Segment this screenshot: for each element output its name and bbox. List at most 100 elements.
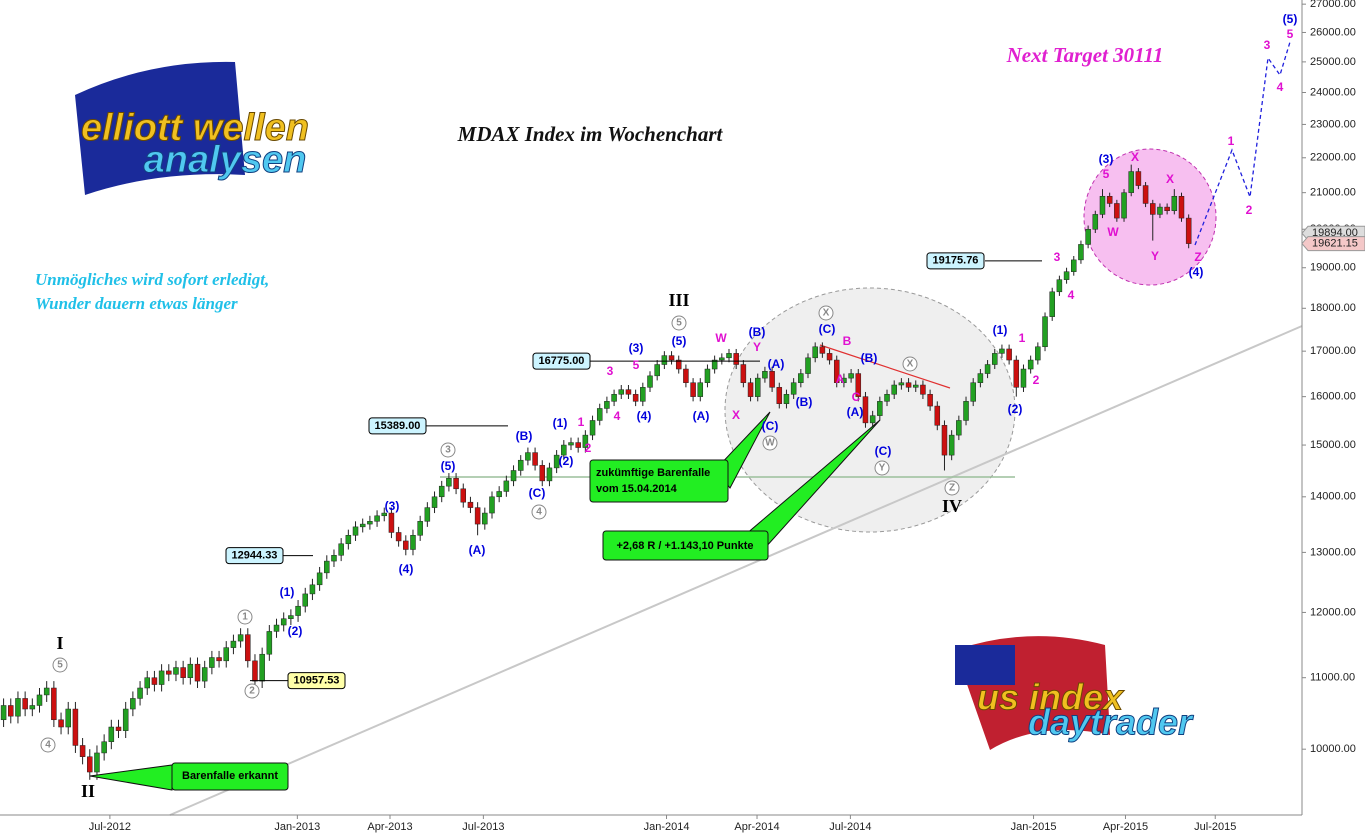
candle-body bbox=[460, 488, 467, 503]
candle-body bbox=[0, 705, 7, 721]
candle-body bbox=[841, 377, 847, 383]
candle-body bbox=[640, 387, 646, 402]
candle-body bbox=[338, 543, 344, 556]
candle-body bbox=[668, 355, 675, 361]
y-tick-label: 13000.00 bbox=[1310, 546, 1356, 558]
wave-label: (A) bbox=[469, 543, 486, 557]
wave-label: 1 bbox=[242, 612, 248, 623]
candle-body bbox=[388, 512, 395, 533]
level-box bbox=[532, 352, 591, 370]
wave-label: 3 bbox=[1264, 38, 1271, 52]
candle-body bbox=[869, 415, 876, 424]
wave-label: (3) bbox=[385, 499, 400, 513]
candle-body bbox=[1020, 368, 1027, 388]
candle-body bbox=[209, 657, 215, 668]
candle-body bbox=[72, 708, 79, 746]
wave-label: 2 bbox=[249, 686, 255, 697]
candle-body bbox=[58, 719, 64, 728]
wave-circle bbox=[237, 609, 253, 625]
wave-label: (C) bbox=[819, 322, 836, 336]
wave-label: X bbox=[732, 408, 740, 422]
candle-body bbox=[510, 470, 517, 482]
y-tick-label: 21000.00 bbox=[1310, 187, 1356, 199]
logo-flag bbox=[75, 61, 245, 195]
candle-body bbox=[647, 375, 653, 388]
wave-label: (3) bbox=[1099, 152, 1114, 166]
candle-body bbox=[252, 660, 258, 682]
level-box bbox=[287, 672, 346, 690]
wave-label: 1 bbox=[1019, 331, 1026, 345]
candle-body bbox=[970, 382, 976, 402]
candle-body bbox=[553, 454, 560, 469]
y-tick-label: 18000.00 bbox=[1310, 302, 1356, 314]
candle-body bbox=[733, 353, 739, 365]
candle-body bbox=[819, 346, 826, 354]
resistance-line bbox=[819, 344, 951, 389]
candle-body bbox=[1063, 271, 1070, 280]
candle-body bbox=[855, 373, 862, 397]
candle-body bbox=[625, 389, 632, 395]
candle-body bbox=[1150, 203, 1156, 215]
wave-label: (C) bbox=[529, 486, 546, 500]
candle-body bbox=[173, 667, 179, 675]
candle-body bbox=[1042, 316, 1048, 348]
candle-body bbox=[302, 593, 308, 607]
candle-body bbox=[905, 382, 912, 388]
candle-body bbox=[833, 359, 840, 383]
wave-label: (A) bbox=[847, 405, 864, 419]
wave-label: Z bbox=[949, 483, 955, 494]
correction-circle bbox=[724, 287, 1016, 533]
candle-body bbox=[130, 698, 136, 710]
candle-body bbox=[266, 631, 273, 655]
candle-body bbox=[1164, 206, 1170, 211]
wave-label: 5 bbox=[57, 660, 63, 671]
logo-text: analysen bbox=[144, 139, 307, 181]
candle-body bbox=[719, 357, 725, 361]
candle-body bbox=[108, 726, 115, 742]
candle-body bbox=[1035, 346, 1041, 361]
wave-label: (3) bbox=[629, 341, 644, 355]
candle-body bbox=[431, 496, 438, 508]
plot bbox=[0, 164, 1192, 780]
candle-body bbox=[288, 615, 294, 619]
wave-label: (4) bbox=[1189, 265, 1204, 279]
candle-body bbox=[877, 401, 883, 416]
candle-body bbox=[611, 394, 617, 402]
candle-body bbox=[503, 480, 510, 492]
candle-body bbox=[525, 452, 531, 461]
candle-body bbox=[776, 387, 783, 404]
candle-body bbox=[1027, 359, 1034, 370]
candle-body bbox=[1135, 171, 1142, 186]
candle-body bbox=[352, 526, 359, 536]
target-circle bbox=[1083, 148, 1217, 286]
wave-label: B bbox=[843, 334, 852, 348]
x-tick-label: Jan-2013 bbox=[274, 821, 320, 833]
candle-body bbox=[216, 657, 222, 662]
candle-body bbox=[977, 373, 984, 383]
candle-body bbox=[747, 382, 754, 397]
candle-body bbox=[654, 364, 660, 377]
candle-body bbox=[546, 467, 553, 482]
logo-text: daytrader bbox=[1028, 702, 1194, 743]
candle-body bbox=[295, 605, 301, 616]
wave-label: (4) bbox=[637, 409, 652, 423]
logo-text: elliott wellen bbox=[81, 107, 309, 149]
candle-body bbox=[618, 389, 625, 395]
candle-body bbox=[568, 442, 574, 446]
y-tick-label: 24000.00 bbox=[1310, 86, 1356, 98]
wave-label: Y bbox=[1151, 249, 1159, 263]
wave-circle bbox=[244, 683, 260, 699]
candle-body bbox=[144, 677, 150, 689]
candle-body bbox=[1099, 195, 1106, 215]
wave-label: X bbox=[907, 359, 914, 370]
candle-body bbox=[158, 670, 165, 685]
candle-body bbox=[675, 359, 682, 370]
wave-label: A bbox=[836, 372, 845, 386]
candle-body bbox=[740, 364, 747, 383]
wave-label: III bbox=[668, 290, 689, 310]
candle-body bbox=[532, 452, 538, 466]
candle-body bbox=[934, 405, 941, 426]
candle-body bbox=[115, 726, 122, 731]
candle-body bbox=[309, 584, 316, 595]
candle-body bbox=[101, 741, 107, 754]
